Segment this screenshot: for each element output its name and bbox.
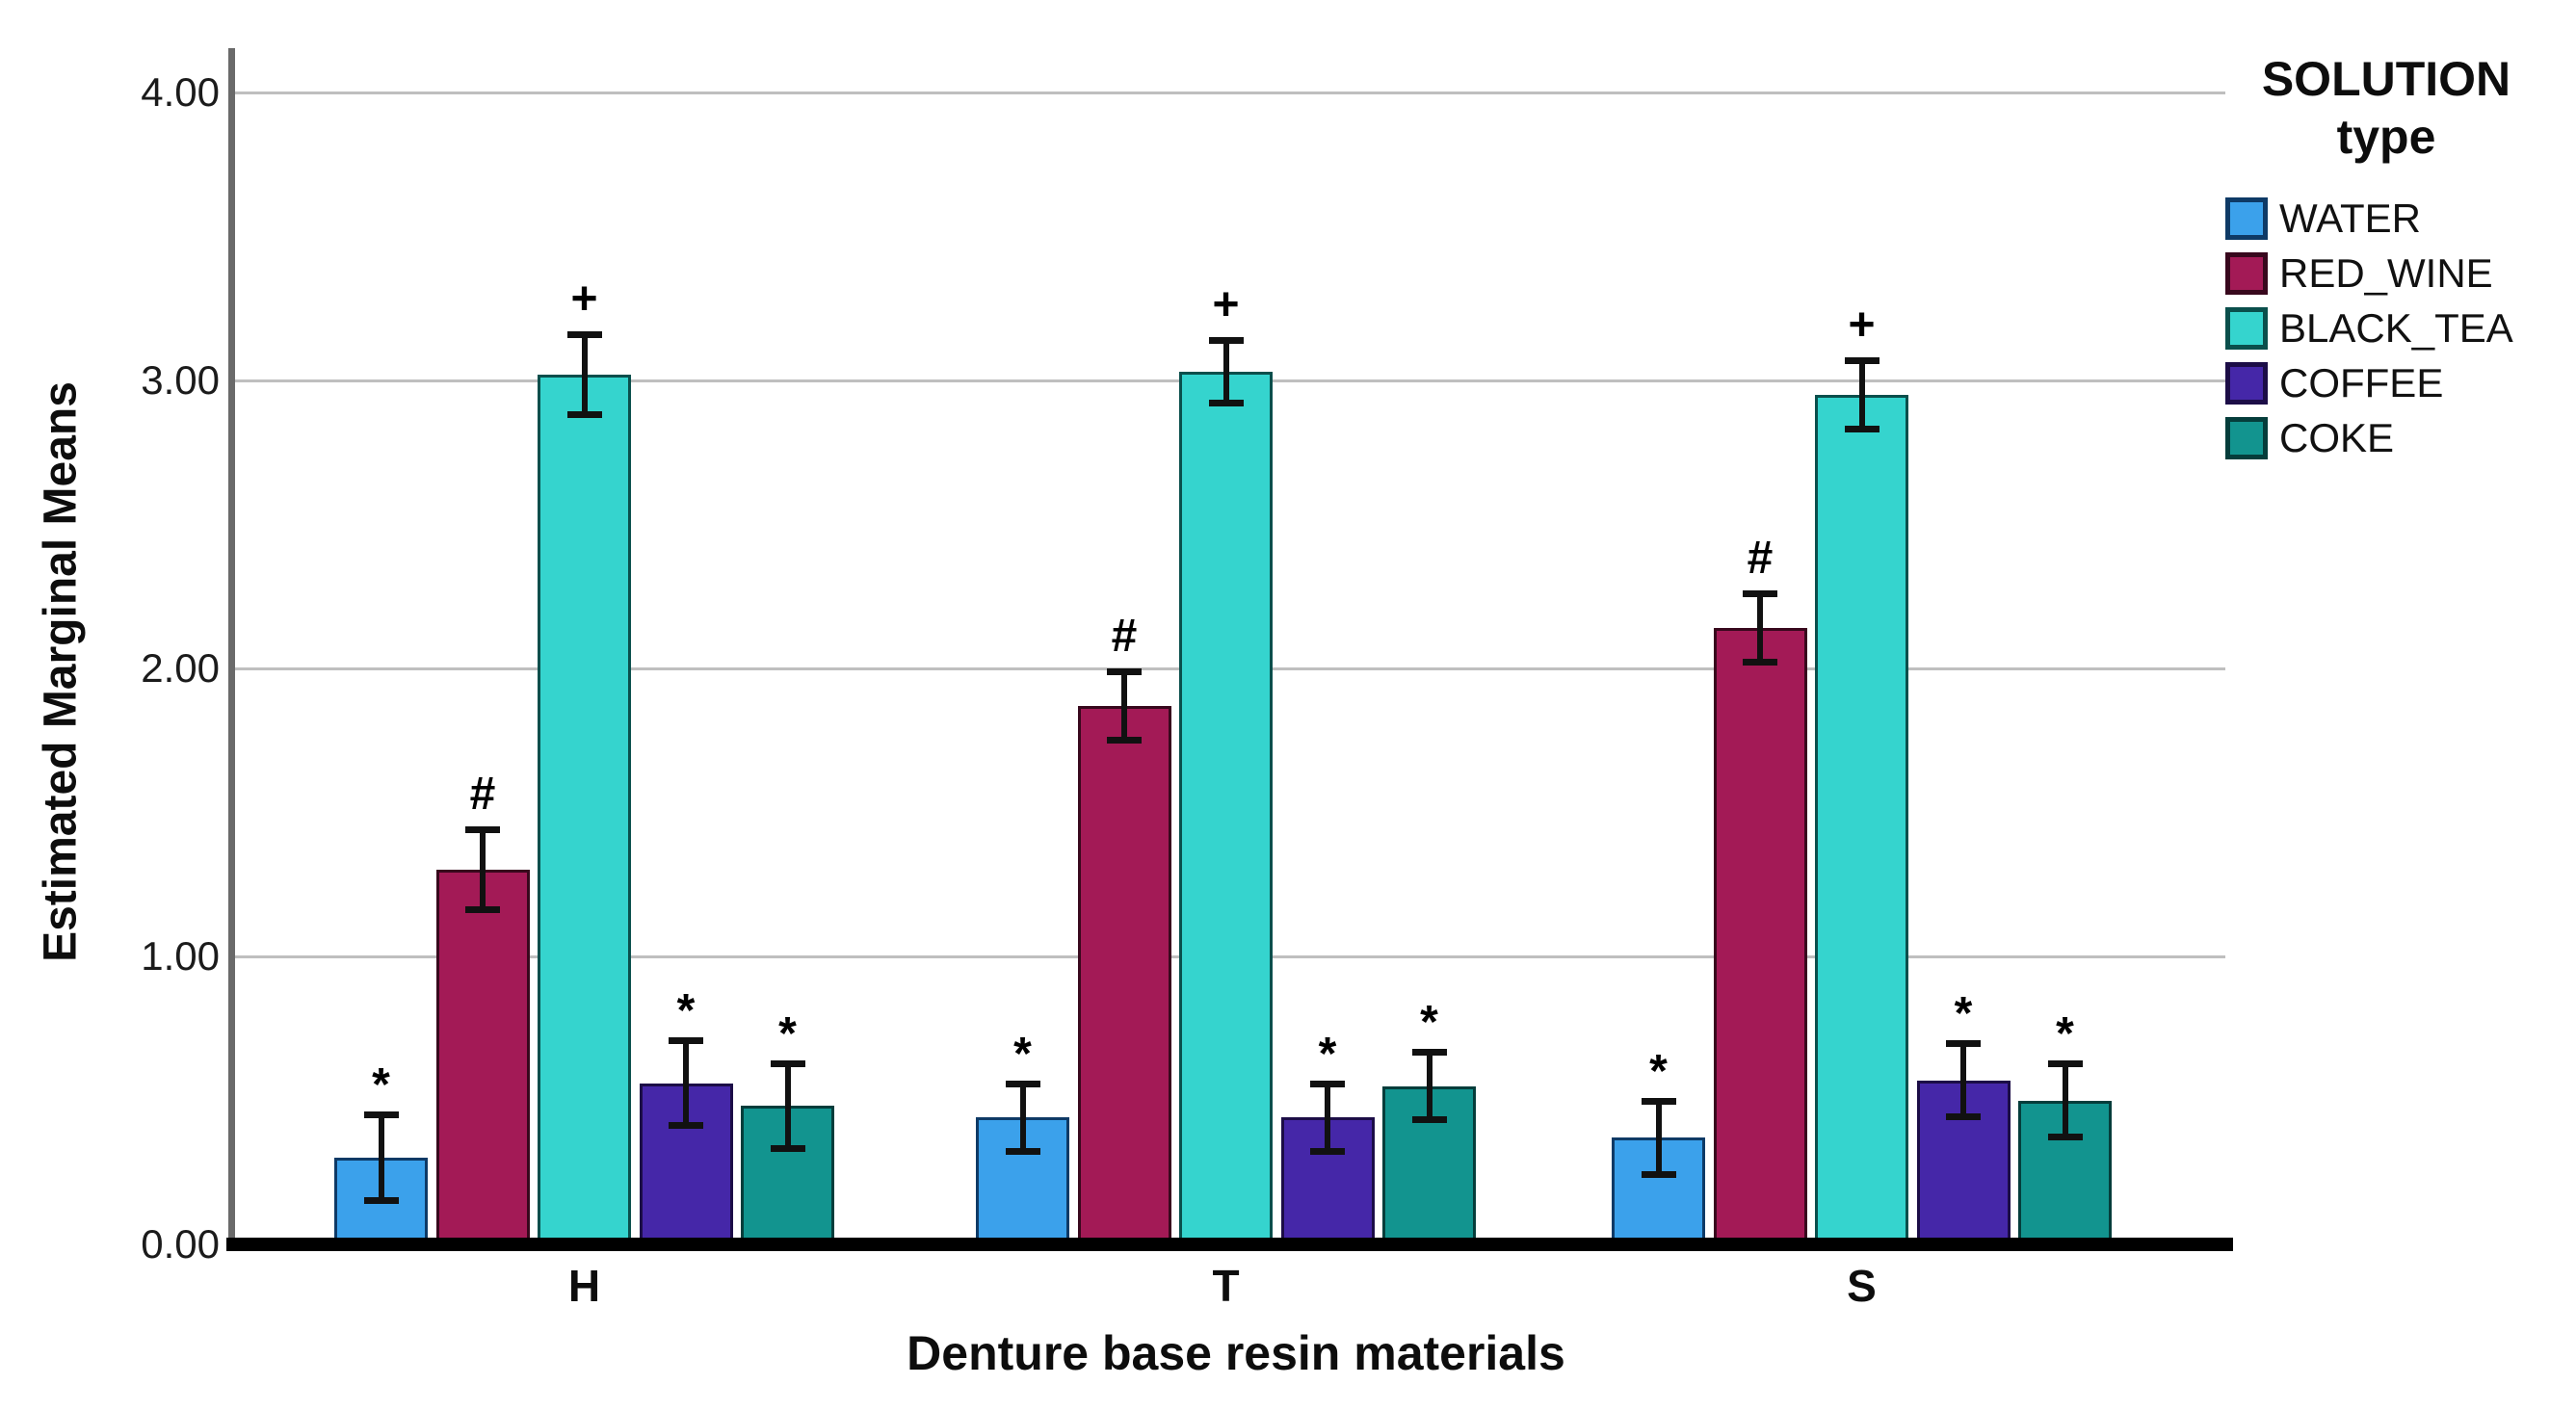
sig-marker-BLACK_TEA-S: + [1848,300,1876,352]
error-bar [1757,593,1763,663]
bar-BLACK_TEA-T [1179,372,1273,1244]
error-bar-cap-top [1641,1097,1676,1105]
error-bar-cap-top [1844,357,1879,365]
error-bar-cap-top [669,1036,703,1044]
bar-BLACK_TEA-S [1815,394,1908,1244]
legend-label: BLACK_TEA [2279,304,2513,351]
y-tick-label: 4.00 [141,69,220,115]
legend-swatch-RED_WINE [2225,251,2268,295]
error-bar-cap-bottom [1743,659,1777,666]
legend-item-COKE: COKE [2225,410,2513,465]
error-bar-cap-top [465,826,500,834]
legend-swatch-BLACK_TEA [2225,306,2268,350]
sig-marker-COFFEE-T: * [1318,1028,1337,1080]
error-bar-cap-top [1310,1080,1345,1087]
error-bar-cap-bottom [363,1197,399,1205]
y-axis-line [228,48,235,1251]
legend-swatch-COKE [2225,416,2268,459]
error-bar [1426,1051,1433,1121]
error-bar-cap-bottom [669,1122,703,1130]
error-bar [2062,1062,2068,1138]
error-bar-cap-bottom [770,1145,805,1153]
error-bar-cap-bottom [465,906,500,914]
sig-marker-WATER-T: * [1013,1028,1032,1080]
error-bar-cap-bottom [1208,399,1244,406]
error-bar-cap-top [770,1059,805,1067]
legend-item-COFFEE: COFFEE [2225,355,2513,410]
x-axis-baseline [226,1238,2233,1251]
legend-item-WATER: WATER [2225,191,2513,246]
error-bar [1325,1083,1330,1153]
sig-marker-WATER-S: * [1649,1045,1668,1097]
legend-label: WATER [2279,195,2421,241]
y-tick-label: 1.00 [141,933,220,979]
error-bar-cap-top [1208,337,1244,345]
error-bar-cap-bottom [1310,1148,1345,1156]
error-bar [1222,340,1229,404]
bar-RED_WINE-T [1077,705,1171,1244]
legend-title-line1: SOLUTION [2261,52,2511,106]
error-bar-cap-bottom [1641,1171,1676,1179]
error-bar-cap-bottom [1946,1113,1981,1121]
bar-RED_WINE-S [1713,628,1807,1244]
sig-marker-BLACK_TEA-H: + [570,274,598,326]
error-bar-cap-top [1107,667,1142,675]
error-bar-cap-top [1411,1048,1447,1056]
legend-swatch-COFFEE [2225,361,2268,405]
sig-marker-COKE-S: * [2056,1007,2074,1059]
x-axis-title: Denture base resin materials [907,1326,1565,1380]
error-bar-cap-bottom [2047,1134,2083,1141]
sig-marker-RED_WINE-H: # [469,769,496,821]
error-bar [1655,1100,1662,1176]
x-tick-label-T: T [1212,1261,1240,1311]
error-bar-cap-top [566,331,602,339]
legend-label: RED_WINE [2279,249,2493,296]
legend-swatch-WATER [2225,196,2268,240]
error-bar-cap-top [363,1111,399,1119]
bar-RED_WINE-H [435,870,530,1244]
sig-marker-COKE-T: * [1420,996,1438,1048]
legend-label: COKE [2279,414,2395,460]
error-bar-cap-bottom [1411,1116,1447,1124]
sig-marker-COFFEE-S: * [1954,987,1973,1039]
error-bar-cap-top [2047,1059,2083,1067]
error-bar [1019,1083,1026,1153]
error-bar [1121,670,1127,741]
sig-marker-RED_WINE-S: # [1747,533,1774,585]
error-bar-cap-bottom [1005,1148,1040,1156]
gridline-4.00 [228,91,2225,94]
x-tick-label-H: H [567,1261,601,1311]
sig-marker-RED_WINE-T: # [1111,610,1138,662]
legend-title-line2: type [2336,110,2436,164]
x-tick-label-S: S [1847,1261,1877,1311]
y-tick-label: 2.00 [141,645,220,691]
error-bar [378,1114,384,1202]
error-bar [581,334,588,415]
legend: WATER RED_WINE BLACK_TEA COFFEE COKE [2225,191,2513,465]
error-bar-cap-bottom [566,410,602,418]
error-bar [683,1039,689,1127]
error-bar-cap-top [1005,1080,1040,1087]
sig-marker-BLACK_TEA-T: + [1212,279,1240,331]
legend-item-BLACK_TEA: BLACK_TEA [2225,300,2513,355]
legend-title: SOLUTION type [2208,50,2564,166]
sig-marker-COKE-H: * [778,1007,797,1059]
error-bar-cap-top [1946,1039,1981,1047]
error-bar-cap-top [1743,590,1777,598]
legend-label: COFFEE [2279,359,2444,405]
error-bar [1858,360,1865,430]
legend-item-RED_WINE: RED_WINE [2225,246,2513,300]
error-bar [480,829,486,911]
error-bar [784,1062,791,1150]
error-bar-cap-bottom [1844,425,1879,432]
error-bar [1960,1042,1966,1118]
y-tick-label: 0.00 [141,1221,220,1267]
sig-marker-COFFEE-H: * [676,984,696,1036]
sig-marker-WATER-H: * [372,1059,390,1111]
error-bar-cap-bottom [1107,736,1142,744]
bar-BLACK_TEA-H [538,375,631,1244]
y-tick-label: 3.00 [141,357,220,403]
